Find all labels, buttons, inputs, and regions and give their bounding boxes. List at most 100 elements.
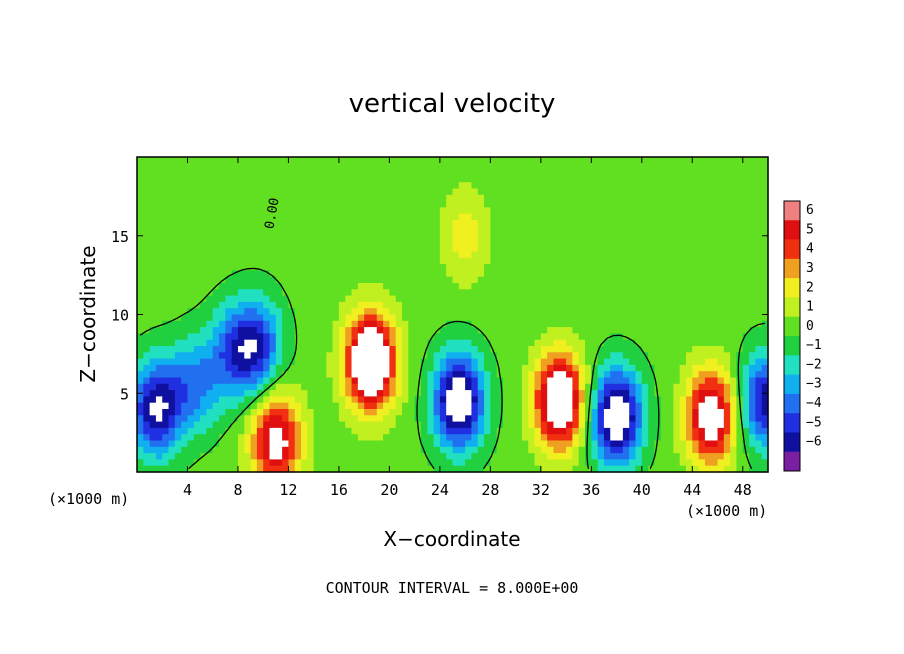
heatmap-cell <box>200 220 208 227</box>
heatmap-cell <box>603 333 611 341</box>
heatmap-cell <box>149 453 157 460</box>
heatmap-cell <box>433 453 441 460</box>
heatmap-cell <box>351 465 359 473</box>
heatmap-cell <box>667 383 674 391</box>
heatmap-cell <box>559 301 567 309</box>
heatmap-cell <box>181 175 189 183</box>
heatmap-cell <box>749 264 756 271</box>
heatmap-cell <box>534 289 542 297</box>
heatmap-cell <box>193 415 201 423</box>
heatmap-cell <box>338 427 346 435</box>
heatmap-cell <box>490 434 498 442</box>
heatmap-cell <box>193 453 201 460</box>
heatmap-cell <box>616 377 624 385</box>
heatmap-cell <box>219 251 226 259</box>
heatmap-cell <box>534 446 542 454</box>
heatmap-cell <box>566 245 573 253</box>
heatmap-cell <box>761 188 769 196</box>
heatmap-cell <box>420 314 428 322</box>
heatmap-cell <box>477 371 485 379</box>
heatmap-cell <box>698 232 706 240</box>
heatmap-cell <box>465 220 473 227</box>
heatmap-cell <box>458 409 466 416</box>
heatmap-cell <box>376 194 384 202</box>
heatmap-cell <box>547 182 555 190</box>
heatmap-cell <box>439 390 447 397</box>
heatmap-cell <box>496 169 504 177</box>
heatmap-cell <box>193 283 201 290</box>
heatmap-cell <box>730 339 738 347</box>
heatmap-cell <box>736 169 744 177</box>
heatmap-cell <box>376 409 384 416</box>
heatmap-cell <box>402 409 409 416</box>
heatmap-cell <box>566 163 573 171</box>
heatmap-cell <box>673 453 681 460</box>
heatmap-cell <box>250 175 258 183</box>
heatmap-cell <box>364 333 372 341</box>
heatmap-cell <box>704 396 712 404</box>
heatmap-cell <box>256 163 264 171</box>
heatmap-cell <box>326 459 334 467</box>
heatmap-cell <box>660 213 668 221</box>
heatmap-cell <box>622 327 630 334</box>
heatmap-cell <box>471 390 479 397</box>
heatmap-cell <box>427 383 435 391</box>
heatmap-cell <box>648 207 656 215</box>
heatmap-cell <box>282 301 290 309</box>
heatmap-cell <box>559 232 567 240</box>
heatmap-cell <box>174 358 182 366</box>
heatmap-cell <box>389 383 397 391</box>
heatmap-cell <box>269 207 277 215</box>
heatmap-cell <box>301 308 308 316</box>
heatmap-cell <box>263 402 271 410</box>
heatmap-cell <box>149 327 157 334</box>
heatmap-cell <box>622 188 630 196</box>
heatmap-cell <box>629 175 637 183</box>
heatmap-cell <box>502 421 510 429</box>
heatmap-cell <box>282 402 290 410</box>
heatmap-cell <box>458 157 466 164</box>
heatmap-cell <box>610 308 618 316</box>
heatmap-cell <box>168 220 176 227</box>
heatmap-cell <box>692 415 700 423</box>
heatmap-cell <box>143 346 151 353</box>
heatmap-cell <box>704 314 712 322</box>
heatmap-cell <box>282 346 290 353</box>
heatmap-cell <box>723 434 731 442</box>
heatmap-cell <box>326 226 334 234</box>
heatmap-cell <box>408 339 416 347</box>
heatmap-cell <box>351 415 359 423</box>
heatmap-cell <box>484 377 491 385</box>
heatmap-cell <box>301 327 308 334</box>
heatmap-cell <box>648 220 656 227</box>
heatmap-cell <box>439 427 447 435</box>
heatmap-cell <box>736 453 744 460</box>
heatmap-cell <box>420 226 428 234</box>
heatmap-cell <box>231 264 239 271</box>
heatmap-cell <box>433 364 441 372</box>
heatmap-cell <box>137 157 144 164</box>
heatmap-cell <box>162 175 170 183</box>
heatmap-cell <box>193 371 201 379</box>
heatmap-cell <box>490 402 498 410</box>
heatmap-cell <box>717 182 725 190</box>
heatmap-cell <box>137 427 144 435</box>
heatmap-cell <box>509 226 517 234</box>
heatmap-cell <box>635 301 643 309</box>
heatmap-cell <box>641 295 649 303</box>
heatmap-cell <box>490 238 498 246</box>
heatmap-cell <box>244 314 252 322</box>
heatmap-cell <box>263 289 271 297</box>
heatmap-cell <box>263 213 271 221</box>
heatmap-cell <box>155 446 163 454</box>
heatmap-cell <box>181 182 189 190</box>
heatmap-cell <box>660 163 668 171</box>
heatmap-cell <box>389 377 397 385</box>
heatmap-cell <box>572 220 580 227</box>
heatmap-cell <box>679 213 687 221</box>
heatmap-cell <box>237 421 245 429</box>
heatmap-cell <box>761 220 769 227</box>
heatmap-cell <box>263 169 271 177</box>
heatmap-cell <box>749 295 756 303</box>
heatmap-cell <box>509 276 517 284</box>
